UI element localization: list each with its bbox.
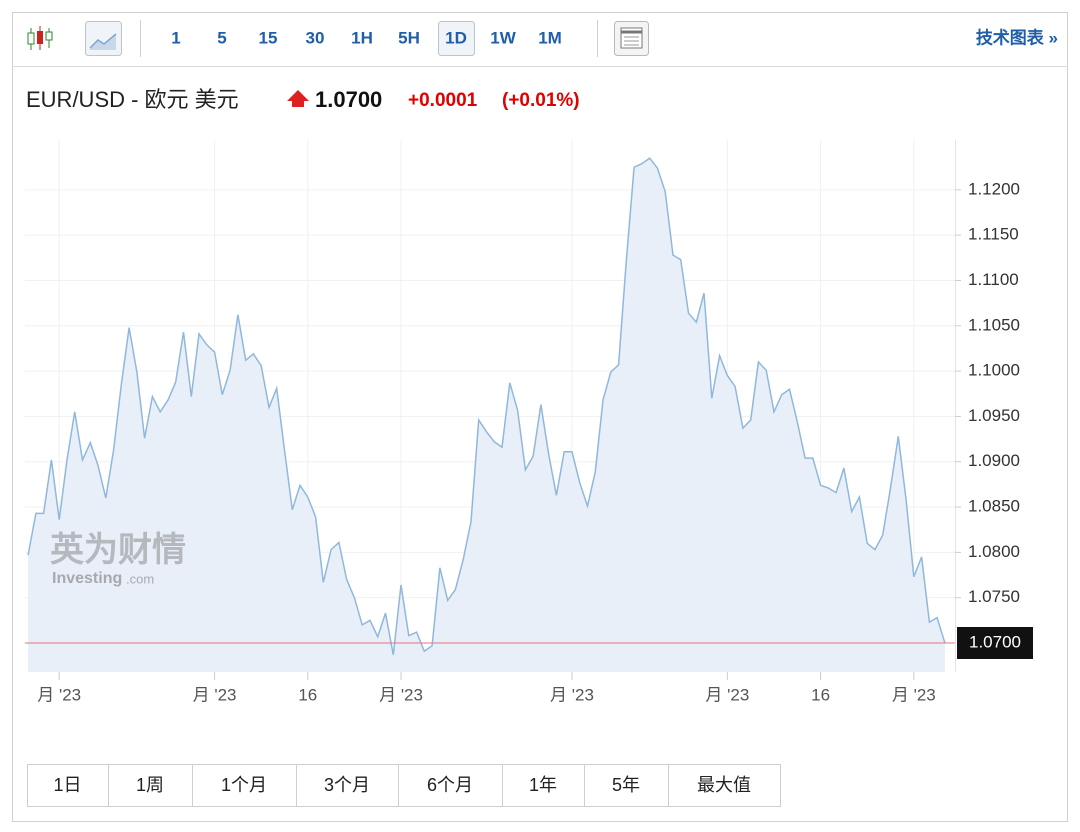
range-label[interactable]: 6个月 bbox=[427, 775, 473, 795]
range-label[interactable]: 3个月 bbox=[324, 775, 370, 795]
y-tick-label: 1.1050 bbox=[968, 315, 1020, 334]
candlestick-icon[interactable] bbox=[27, 26, 53, 50]
y-tick-label: 1.0750 bbox=[968, 587, 1020, 606]
y-tick-label: 1.0900 bbox=[968, 451, 1020, 470]
interval-button[interactable]: 5 bbox=[217, 28, 226, 47]
interval-button[interactable]: 1D bbox=[445, 28, 467, 47]
area-icon[interactable] bbox=[85, 21, 122, 56]
last-price-box bbox=[957, 626, 1033, 659]
y-tick-label: 1.0950 bbox=[968, 406, 1020, 425]
range-button[interactable] bbox=[668, 764, 781, 807]
range-button[interactable] bbox=[108, 764, 193, 807]
y-tick-label: 1.1200 bbox=[968, 179, 1020, 198]
x-tick-label: 月 '23 bbox=[379, 685, 423, 704]
interval-button[interactable]: 5H bbox=[398, 28, 420, 47]
price-line bbox=[27, 157, 946, 655]
symbol: EUR/USD - 欧元 美元 bbox=[26, 87, 239, 112]
range-label[interactable]: 1年 bbox=[529, 775, 557, 795]
range-label[interactable]: 5年 bbox=[612, 775, 640, 795]
x-tick-label: 月 '23 bbox=[892, 685, 936, 704]
range-button[interactable] bbox=[27, 764, 109, 807]
x-tick-label: 16 bbox=[298, 685, 317, 704]
x-tick-label: 月 '23 bbox=[550, 685, 594, 704]
selected-interval-box bbox=[438, 21, 475, 56]
x-tick-label: 月 '23 bbox=[705, 685, 749, 704]
x-tick-label: 月 '23 bbox=[37, 685, 81, 704]
last-price-label: 1.0700 bbox=[969, 632, 1021, 651]
area-fill bbox=[28, 158, 945, 673]
price: 1.0700 bbox=[315, 87, 382, 112]
x-tick-label: 月 '23 bbox=[193, 685, 237, 704]
x-tick-label: 16 bbox=[811, 685, 830, 704]
range-button[interactable] bbox=[584, 764, 669, 807]
change: +0.0001 bbox=[408, 90, 478, 111]
interval-button[interactable]: 15 bbox=[259, 28, 278, 47]
y-tick-label: 1.1100 bbox=[968, 270, 1019, 289]
range-button[interactable] bbox=[502, 764, 585, 807]
watermark-domain: .com bbox=[126, 571, 154, 586]
interval-button[interactable]: 1W bbox=[490, 28, 516, 47]
change-percent: (+0.01%) bbox=[502, 90, 580, 111]
watermark-brand: Investing bbox=[52, 570, 122, 587]
range-buttons: 1日 1周 1个月 3个月 6个月 1年 5年 最大值 bbox=[27, 764, 781, 807]
up-arrow bbox=[287, 90, 309, 107]
interval-button[interactable]: 1 bbox=[171, 28, 180, 47]
range-label[interactable]: 1周 bbox=[136, 775, 164, 795]
range-button[interactable] bbox=[296, 764, 399, 807]
y-tick-label: 1.1150 bbox=[968, 225, 1019, 244]
interval-button[interactable]: 1M bbox=[538, 28, 562, 47]
technical-chart-link[interactable]: 技术图表 » bbox=[976, 27, 1058, 47]
plot: 1.0750 1.0800 1.0850 1.0900 1.0950 1.1000 1.10… bbox=[25, 140, 1033, 704]
y-tick-label: 1.0800 bbox=[968, 542, 1020, 561]
y-tick-label: 1.1000 bbox=[968, 361, 1020, 380]
interval-button[interactable]: 1H bbox=[351, 28, 373, 47]
y-tick-label: 1.0850 bbox=[968, 497, 1020, 516]
watermark-cn: 英为财情 bbox=[50, 531, 186, 569]
range-button[interactable] bbox=[192, 764, 297, 807]
range-label[interactable]: 最大值 bbox=[697, 775, 751, 795]
range-label[interactable]: 1日 bbox=[53, 775, 81, 795]
interval-button[interactable]: 30 bbox=[306, 28, 325, 47]
table-icon[interactable] bbox=[614, 21, 649, 56]
range-label[interactable]: 1个月 bbox=[221, 775, 267, 795]
